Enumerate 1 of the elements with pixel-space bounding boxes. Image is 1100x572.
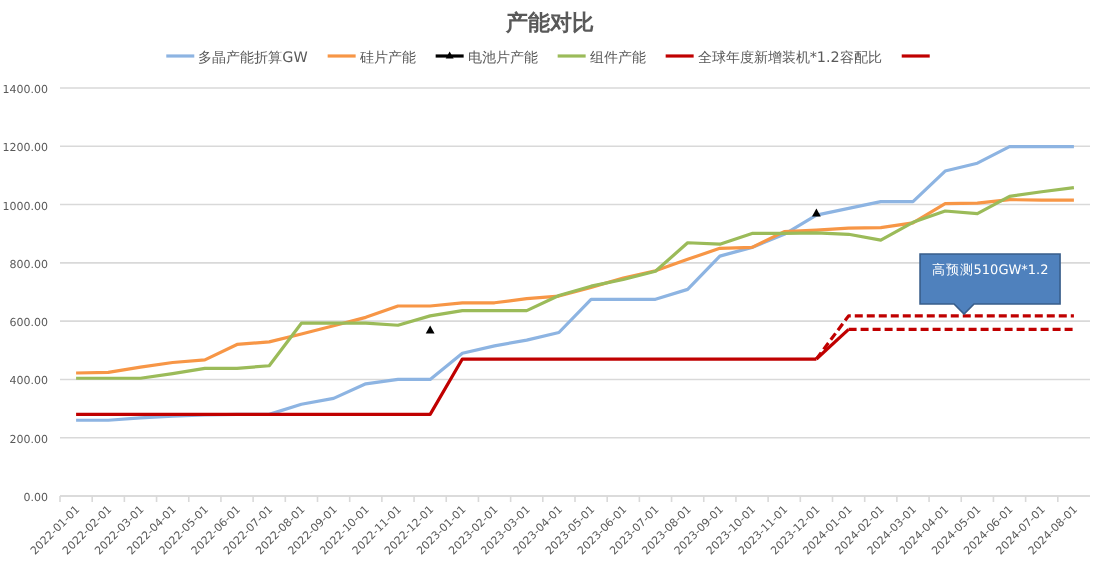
chart-title: 产能对比 <box>504 10 594 36</box>
